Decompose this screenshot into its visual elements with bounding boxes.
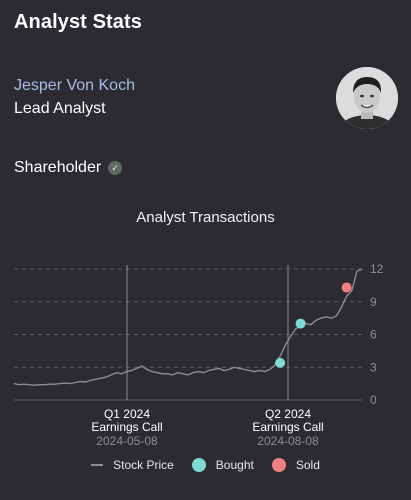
analyst-name-link[interactable]: Jesper Von Koch: [14, 77, 135, 94]
y-tick-label: 3: [370, 360, 377, 374]
legend-label-stock-price: Stock Price: [113, 458, 174, 472]
chart-legend: Stock Price Bought Sold: [0, 458, 411, 472]
y-tick-label: 12: [370, 262, 384, 276]
chart-title: Analyst Transactions: [136, 209, 275, 226]
legend-dot-sold: [271, 458, 286, 472]
bought-marker: [295, 318, 306, 329]
legend-item-bought: Bought: [191, 458, 254, 472]
y-tick-label: 6: [370, 328, 377, 342]
legend-item-sold: Sold: [271, 458, 320, 472]
shareholder-label: Shareholder: [14, 159, 102, 176]
sold-marker: [341, 282, 352, 293]
analyst-role: Lead Analyst: [14, 100, 106, 117]
stock-price-line: [13, 268, 363, 387]
event-sublabel: Earnings Call: [91, 420, 162, 434]
y-tick-label: 0: [370, 393, 377, 407]
shareholder-status: Shareholder ✓: [14, 159, 123, 177]
legend-line-swatch: [91, 464, 104, 466]
legend-dot-bought: [191, 458, 206, 472]
event-date: 2024-05-08: [96, 434, 158, 448]
verified-check-icon: ✓: [108, 161, 123, 175]
avatar: [336, 67, 398, 129]
page-title: Analyst Stats: [14, 11, 143, 33]
bought-marker: [275, 357, 286, 368]
legend-label-sold: Sold: [295, 458, 320, 472]
event-label: Q1 2024: [104, 407, 150, 421]
y-tick-label: 9: [370, 295, 377, 309]
legend-label-bought: Bought: [215, 458, 254, 472]
legend-item-stock-price: Stock Price: [91, 458, 174, 472]
event-sublabel: Earnings Call: [252, 420, 323, 434]
event-label: Q2 2024: [265, 407, 311, 421]
event-date: 2024-08-08: [257, 434, 319, 448]
